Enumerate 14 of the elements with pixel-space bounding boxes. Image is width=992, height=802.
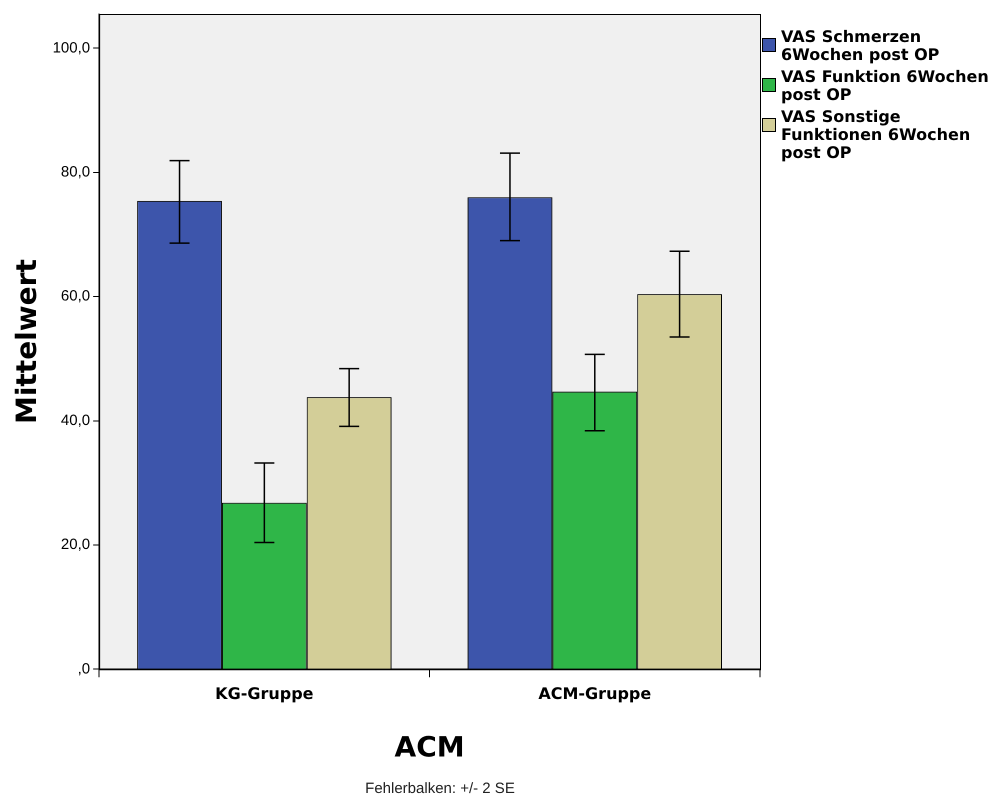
y-tick-label: 80,0 xyxy=(60,164,90,181)
y-axis-title: Mittelwert xyxy=(10,259,44,424)
x-axis-title: ACM xyxy=(394,730,465,764)
y-tick-label: 20,0 xyxy=(60,536,90,554)
x-tick-label: KG-Gruppe xyxy=(215,684,314,703)
x-tick-label: ACM-Gruppe xyxy=(538,684,652,703)
y-tick-label: 60,0 xyxy=(60,288,90,305)
legend-label: VAS Schmerzen 6Wochen post OP xyxy=(781,27,940,64)
y-tick-label: 40,0 xyxy=(60,412,90,429)
y-tick-label: 100,0 xyxy=(52,39,90,56)
y-tick-label: ,0 xyxy=(78,660,90,678)
legend-label: VAS Sonstige Funktionen 6Wochen post OP xyxy=(781,107,972,162)
legend-label: VAS Funktion 6Wochen post OP xyxy=(781,67,990,104)
text: Fehlerbalken: +/- 2 SE xyxy=(364,780,516,797)
